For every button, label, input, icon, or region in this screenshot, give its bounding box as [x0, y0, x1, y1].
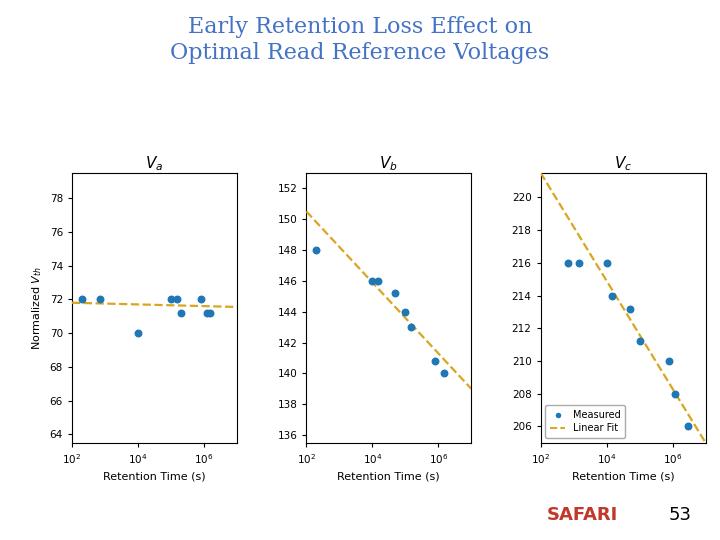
Point: [171, 295, 183, 303]
Text: 53: 53: [668, 506, 691, 524]
Point: [166, 295, 177, 303]
Point: [429, 357, 441, 366]
Point: [204, 308, 215, 317]
Measured: [563, 259, 575, 267]
Point: [366, 276, 378, 285]
Point: [76, 295, 88, 303]
Measured: [607, 291, 618, 300]
Point: [175, 308, 186, 317]
Legend: Measured, Linear Fit: Measured, Linear Fit: [546, 406, 625, 438]
X-axis label: Retention Time (s): Retention Time (s): [338, 471, 440, 481]
Point: [310, 246, 322, 254]
Title: $V_\mathregular{c}$: $V_\mathregular{c}$: [614, 154, 632, 173]
Y-axis label: Normalized $V_{th}$: Normalized $V_{th}$: [30, 266, 44, 350]
Measured: [683, 422, 694, 431]
Point: [405, 323, 417, 332]
Measured: [634, 337, 645, 346]
Title: $V_\mathregular{b}$: $V_\mathregular{b}$: [379, 154, 398, 173]
Point: [400, 307, 411, 316]
X-axis label: Retention Time (s): Retention Time (s): [103, 471, 206, 481]
Point: [94, 295, 106, 303]
Point: [132, 329, 144, 338]
Text: SAFARI: SAFARI: [547, 506, 618, 524]
Point: [372, 276, 384, 285]
Point: [438, 369, 450, 377]
Point: [195, 295, 207, 303]
Title: $V_\mathregular{a}$: $V_\mathregular{a}$: [145, 154, 163, 173]
Measured: [574, 259, 585, 267]
Point: [390, 289, 401, 298]
X-axis label: Retention Time (s): Retention Time (s): [572, 471, 675, 481]
Text: Early Retention Loss Effect on
Optimal Read Reference Voltages: Early Retention Loss Effect on Optimal R…: [171, 16, 549, 64]
Measured: [670, 389, 681, 398]
Measured: [624, 305, 636, 313]
Measured: [664, 356, 675, 365]
Point: [201, 308, 212, 317]
Measured: [600, 259, 612, 267]
